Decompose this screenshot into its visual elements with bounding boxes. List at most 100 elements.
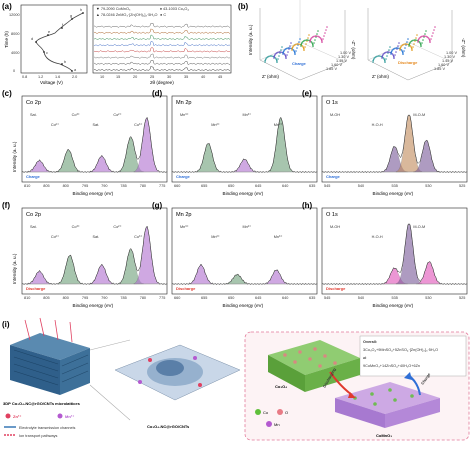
xps-annotation: Mn²⁺ (211, 123, 220, 127)
svg-text:40: 40 (201, 75, 205, 79)
xps-annotation: Mn³⁺ (274, 235, 283, 239)
eis-point (286, 54, 288, 56)
panel-f-xtick: 805 (43, 296, 49, 300)
panel-d-xtick: 660 (174, 184, 180, 188)
xps-annotation: Mn³⁺ (180, 113, 189, 117)
eis-point (292, 49, 295, 51)
eis-point (296, 47, 298, 49)
svg-text:Charge: Charge (421, 373, 432, 386)
element-legend: Co O Mn (255, 409, 288, 427)
eis-point (321, 41, 323, 43)
eis-point (426, 36, 429, 38)
xps-annotation: Co²⁺ (51, 235, 59, 239)
eis-point (264, 59, 267, 62)
eis-point (282, 53, 284, 55)
svg-text:● C: ● C (160, 13, 166, 17)
eis-point (312, 43, 314, 46)
eis-point (321, 39, 323, 42)
xps-peak-fill (416, 261, 443, 285)
svg-text:1.60 V: 1.60 V (438, 63, 449, 67)
eis-point (309, 41, 311, 43)
eis-point (372, 61, 374, 63)
eis-point (394, 54, 396, 56)
eis-point (399, 47, 402, 50)
eis-point (425, 30, 427, 32)
xps-envelope (21, 225, 168, 286)
eis-point (387, 51, 390, 53)
xps-annotation: Sat. (93, 123, 100, 127)
xps-panel-e: (e) O 1s Charge Binding energy (eV) 545 540 53… (302, 89, 468, 196)
eis-point (287, 51, 289, 53)
eis-point (417, 38, 420, 40)
eis-point (383, 52, 386, 54)
eis-point (300, 43, 303, 46)
panel-a-right-chart: 2θ (degree) ▼ 79-2090 CoMnO₃ ♦ 43-1003 C… (92, 4, 232, 85)
eis-point (407, 38, 409, 40)
xps-annotation: Co²⁺ (113, 225, 121, 229)
panel-f-label: (f) (2, 201, 10, 210)
panel-c-xtick: 795 (82, 184, 88, 188)
xps-annotation: H-O-H (372, 123, 383, 127)
eis-point (418, 41, 421, 43)
svg-text:9CoMnO₃+14ZnSO₄+40H₂O+6Zn: 9CoMnO₃+14ZnSO₄+40H₂O+6Zn (363, 364, 420, 368)
eis-point (284, 54, 287, 56)
xps-panels: (c) Co 2p Charge Binding energy (eV) Intensi… (2, 89, 468, 308)
eis-point (303, 49, 305, 51)
panel-d-xtick: 645 (255, 184, 261, 188)
a-right-legend: ▼ 79-2090 CoMnO₃ ♦ 43-1003 Co₃O₄ ▲ 78-02… (96, 7, 189, 17)
eis-point (393, 55, 395, 58)
svg-text:h: h (80, 8, 82, 12)
eis-point (385, 51, 387, 54)
eis-point (284, 48, 287, 50)
eis-point (398, 42, 400, 44)
eis-point (388, 49, 390, 51)
xps-envelope (21, 117, 168, 174)
xps-peak-fill (187, 264, 215, 285)
eis-point (384, 59, 386, 62)
eis-point (276, 59, 278, 62)
eis-point (384, 61, 386, 63)
eis-point (316, 33, 318, 35)
b-right-tag: Discharge (398, 60, 418, 65)
panel-g-xtick: 660 (174, 296, 180, 300)
svg-text:15: 15 (116, 75, 120, 79)
eis-point (276, 61, 278, 63)
svg-text:Electrolyte transmission chann: Electrolyte transmission channels (19, 426, 75, 430)
panel-f-xtick: 790 (101, 296, 107, 300)
panel-g-xlabel: Binding energy (eV) (223, 303, 264, 308)
panel-b-right-3d: Z' (ohm) -Z'' (ohm) Discharge 1.85 V 1.6… (367, 8, 466, 81)
xrd-trace (94, 41, 231, 47)
panel-b-label: (b) (238, 2, 249, 11)
eis-point (389, 46, 391, 48)
eis-point (285, 57, 287, 59)
panel-c-xtick: 785 (120, 184, 126, 188)
xps-envelope (171, 263, 318, 286)
eis-point (372, 59, 375, 62)
svg-text:20: 20 (133, 75, 137, 79)
svg-text:▼ 79-2090 CoMnO₃: ▼ 79-2090 CoMnO₃ (96, 7, 131, 11)
svg-text:-Z'' (ohm): -Z'' (ohm) (351, 40, 356, 60)
eis-point (417, 41, 419, 43)
eis-point (434, 26, 436, 28)
eis-point (394, 47, 396, 50)
panel-g-xtick: 655 (201, 296, 207, 300)
svg-text:Z' (ohm): Z' (ohm) (372, 74, 389, 79)
xps-peak-fill (26, 160, 53, 173)
svg-text:1.60 V: 1.60 V (331, 63, 342, 67)
eis-point (300, 42, 303, 44)
panel-c-xtick: 775 (159, 184, 165, 188)
eis-point (399, 46, 402, 48)
a-left-ytick-3: 12000 (9, 13, 20, 17)
eis-point (420, 45, 422, 47)
eis-point (411, 47, 413, 50)
eis-point (287, 47, 290, 49)
eis-point (427, 37, 430, 39)
eis-point (277, 51, 279, 54)
eis-point (408, 42, 411, 44)
eis-point (311, 36, 314, 38)
eis-point (319, 37, 322, 39)
xps-peak-fill (88, 155, 115, 173)
a-left-xlabel: Voltage (V) (40, 80, 63, 85)
svg-text:Ion transport pathways: Ion transport pathways (19, 434, 58, 438)
xps-annotation: Co²⁺ (113, 113, 121, 117)
